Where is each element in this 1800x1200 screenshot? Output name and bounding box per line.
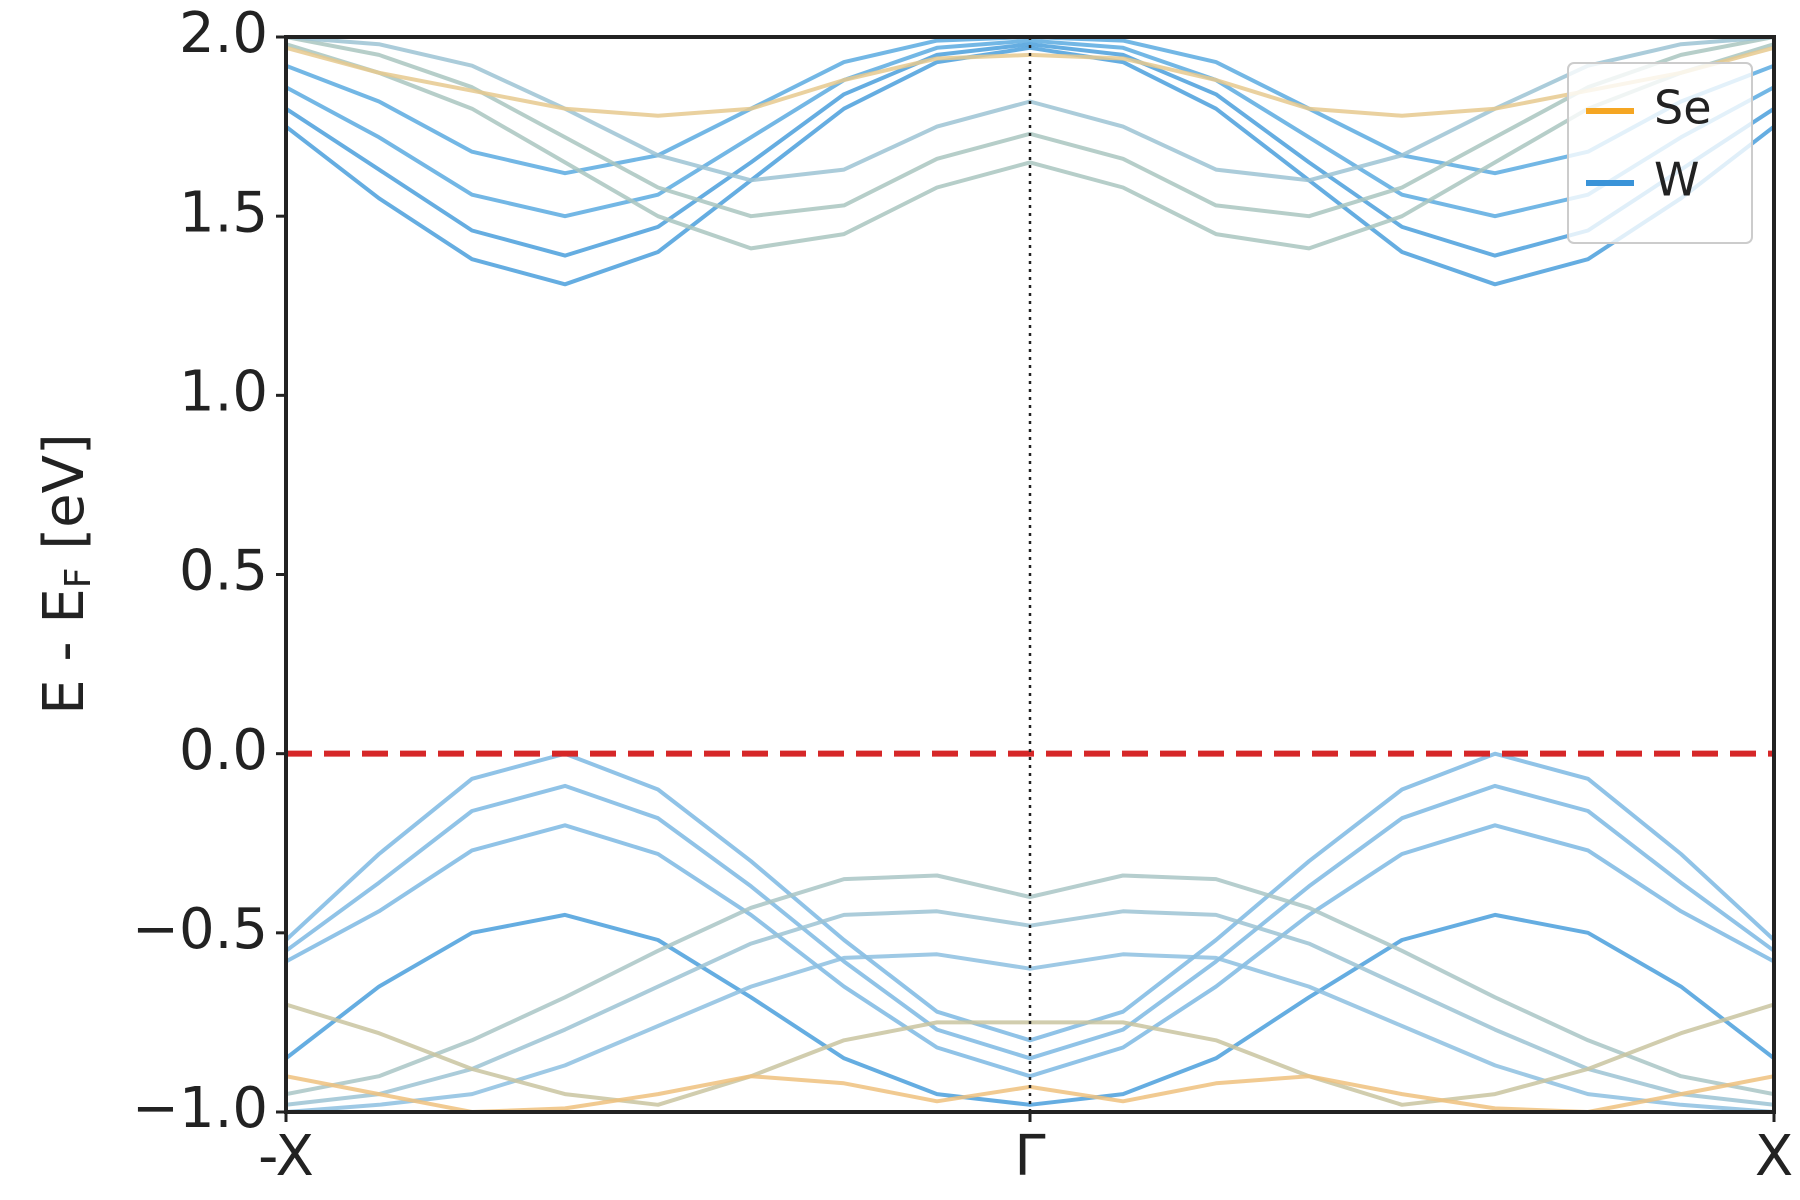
legend-label: Se [1654,81,1712,135]
x-tick-label: X [1755,1124,1793,1189]
x-tick-label: Γ [1014,1124,1045,1189]
legend-label: W [1654,153,1699,207]
y-tick-label: 1.5 [179,180,268,245]
band-line [286,42,1774,251]
y-tick-label: 0.0 [179,718,268,783]
x-tick-label: -X [258,1124,314,1189]
band-line [286,38,1774,219]
y-label-tail: [eV] [32,433,97,567]
y-tick-label: −1.0 [132,1076,268,1141]
band-line [286,873,1774,1097]
band-line [286,751,1774,1043]
overlay-layer: -X Γ X −1.0 −0.5 0.0 0.5 1.0 1.5 2.0 Se W [132,1,1793,1189]
y-tick-label: −0.5 [132,897,268,962]
y-label-sub: F [58,567,99,588]
band-line [286,42,1774,258]
y-axis-label: E - EF [eV] [32,433,99,715]
band-line [286,783,1774,1061]
y-label-main: E - E [32,588,97,715]
y-tick-label: 1.0 [179,359,268,424]
y-tick-label: 2.0 [179,1,268,66]
band-line [286,912,1774,1107]
plot-frame [284,35,1776,1114]
band-line [286,37,1774,176]
band-line [286,952,1774,1112]
band-line [286,823,1774,1079]
y-tick-label: 0.5 [179,539,268,604]
